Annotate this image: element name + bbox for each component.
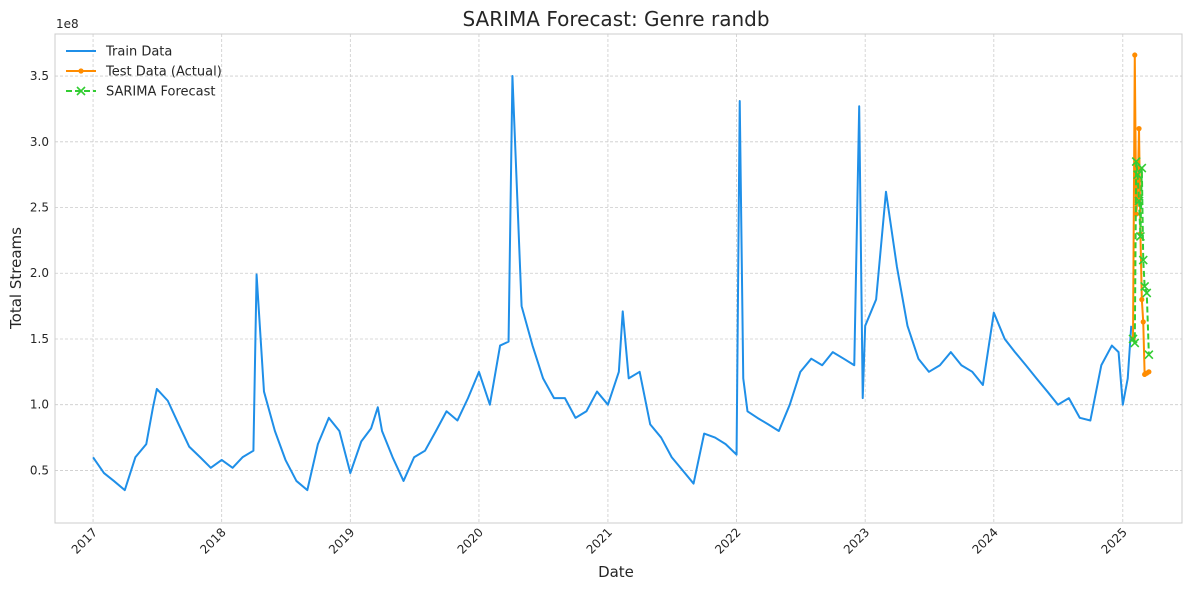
data-point xyxy=(1134,196,1144,206)
data-point xyxy=(1146,369,1152,375)
series-line xyxy=(92,75,1133,492)
y-tick-label: 3.5 xyxy=(30,69,49,83)
y-tick-label: 2.0 xyxy=(30,266,49,280)
series-0 xyxy=(92,75,1133,492)
y-tick-label: 1.0 xyxy=(30,398,49,412)
x-tick-label: 2017 xyxy=(69,525,100,556)
grid-layer xyxy=(55,34,1182,523)
x-tick-label: 2018 xyxy=(197,525,228,556)
data-point xyxy=(1136,126,1142,132)
legend: Train Data Test Data (Actual) SARIMA Forec… xyxy=(66,45,222,100)
series-layer xyxy=(92,52,1154,492)
data-point xyxy=(1132,52,1138,58)
data-point xyxy=(1130,338,1140,348)
legend-label: Train Data xyxy=(105,45,172,60)
data-point xyxy=(1144,350,1154,360)
y-offset-label: 1e8 xyxy=(56,17,79,31)
x-tick-label: 2019 xyxy=(326,525,357,556)
data-point xyxy=(1135,231,1145,242)
x-tick-label: 2022 xyxy=(712,525,743,556)
plot-area xyxy=(54,33,1183,524)
data-point xyxy=(1142,288,1152,298)
x-tick-label: 2021 xyxy=(584,525,615,556)
x-tick-label: 2025 xyxy=(1098,525,1129,556)
y-tick-label: 1.5 xyxy=(30,332,49,346)
legend-label: Test Data (Actual) xyxy=(105,65,222,80)
y-tick-label: 2.5 xyxy=(30,201,49,215)
series-2 xyxy=(1128,156,1154,360)
chart-title: SARIMA Forecast: Genre randb xyxy=(462,7,769,31)
x-axis-label: Date xyxy=(598,563,634,581)
data-point xyxy=(1137,163,1147,173)
x-tick-label: 2024 xyxy=(969,525,1000,556)
legend-item: SARIMA Forecast xyxy=(66,85,216,100)
x-tick-label: 2020 xyxy=(455,525,486,556)
y-tick-label: 0.5 xyxy=(30,463,49,477)
legend-item: Test Data (Actual) xyxy=(66,65,222,80)
y-axis-label: Total Streams xyxy=(7,227,25,330)
legend-marker xyxy=(78,68,84,74)
legend-label: SARIMA Forecast xyxy=(106,85,216,100)
legend-marker xyxy=(76,86,86,96)
data-point xyxy=(1133,170,1143,180)
legend-item: Train Data xyxy=(66,45,172,60)
x-tick-label: 2023 xyxy=(841,525,872,556)
data-point xyxy=(1140,319,1146,325)
data-point xyxy=(1139,296,1145,303)
y-tick-label: 3.0 xyxy=(30,135,49,149)
data-point xyxy=(1140,281,1150,291)
data-point xyxy=(1138,255,1148,265)
